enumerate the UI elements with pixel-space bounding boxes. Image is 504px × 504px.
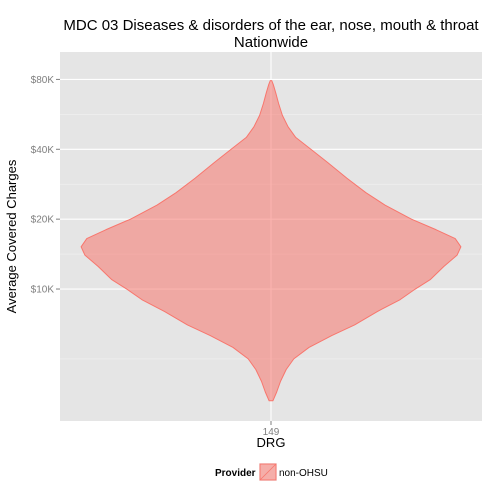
violin-149: [80, 80, 462, 402]
y-tick-label-1: $20K: [31, 215, 55, 226]
y-axis: $10K $20K $40K $80K: [31, 75, 60, 296]
x-tick-label-0: 149: [263, 427, 280, 438]
legend-label-non-ohsu: non-OHSU: [279, 468, 328, 479]
y-tick-label-0: $10K: [31, 285, 55, 296]
chart-title: MDC 03 Diseases & disorders of the ear, …: [63, 17, 479, 34]
legend: Provider non-OHSU: [215, 463, 328, 481]
x-axis: 149: [263, 421, 280, 438]
y-tick-label-3: $80K: [31, 75, 55, 86]
chart-subtitle: Nationwide: [234, 34, 308, 51]
violin-layer: [80, 80, 462, 402]
x-axis-title: DRG: [257, 435, 286, 450]
legend-title: Provider: [215, 468, 256, 479]
y-tick-label-2: $40K: [31, 145, 55, 156]
legend-key-diagonal: [259, 463, 277, 481]
y-axis-title: Average Covered Charges: [4, 159, 19, 313]
